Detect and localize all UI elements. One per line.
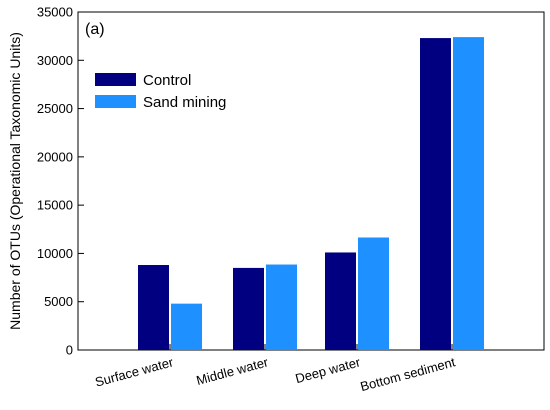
bar-sand-mining-surface-water	[171, 303, 202, 350]
x-tick-label: Middle water	[195, 354, 271, 388]
bar-control-middle-water	[233, 267, 264, 350]
legend-swatch-control	[95, 73, 136, 86]
x-tick-label: Surface water	[93, 354, 175, 389]
bars	[138, 37, 484, 351]
y-tick-label: 25000	[37, 101, 73, 116]
x-axis-ticks: Surface water Middle water Deep waterBotto…	[93, 344, 457, 394]
y-tick-label: 10000	[37, 246, 73, 261]
legend-label-sand-mining: Sand mining	[143, 94, 226, 111]
bar-control-deep-water	[325, 252, 356, 350]
x-tick-label: Deep water	[294, 354, 363, 386]
bar-sand-mining-middle-water	[266, 264, 297, 350]
legend: Control Sand mining	[95, 72, 226, 111]
y-tick-label: 20000	[37, 149, 73, 164]
y-axis-ticks: 0 5000 10000 15000 20000 25000 30000 35000	[37, 5, 84, 358]
y-tick-label: 30000	[37, 53, 73, 68]
y-tick-label: 15000	[37, 198, 73, 213]
panel-label: (a)	[85, 21, 105, 38]
bar-sand-mining-bottom-sediment	[453, 37, 484, 350]
legend-label-control: Control	[143, 72, 191, 89]
y-axis-label: Number of OTUs (Operational Taxonomic Un…	[7, 32, 23, 330]
y-tick-label: 5000	[44, 294, 73, 309]
bar-sand-mining-deep-water	[358, 237, 389, 350]
y-tick-label: 35000	[37, 5, 73, 20]
y-tick-label: 0	[66, 343, 73, 358]
bar-control-surface-water	[138, 265, 169, 350]
x-tick-label: Bottom sediment	[359, 354, 457, 394]
bar-control-bottom-sediment	[420, 38, 451, 351]
legend-swatch-sand-mining	[95, 95, 136, 108]
